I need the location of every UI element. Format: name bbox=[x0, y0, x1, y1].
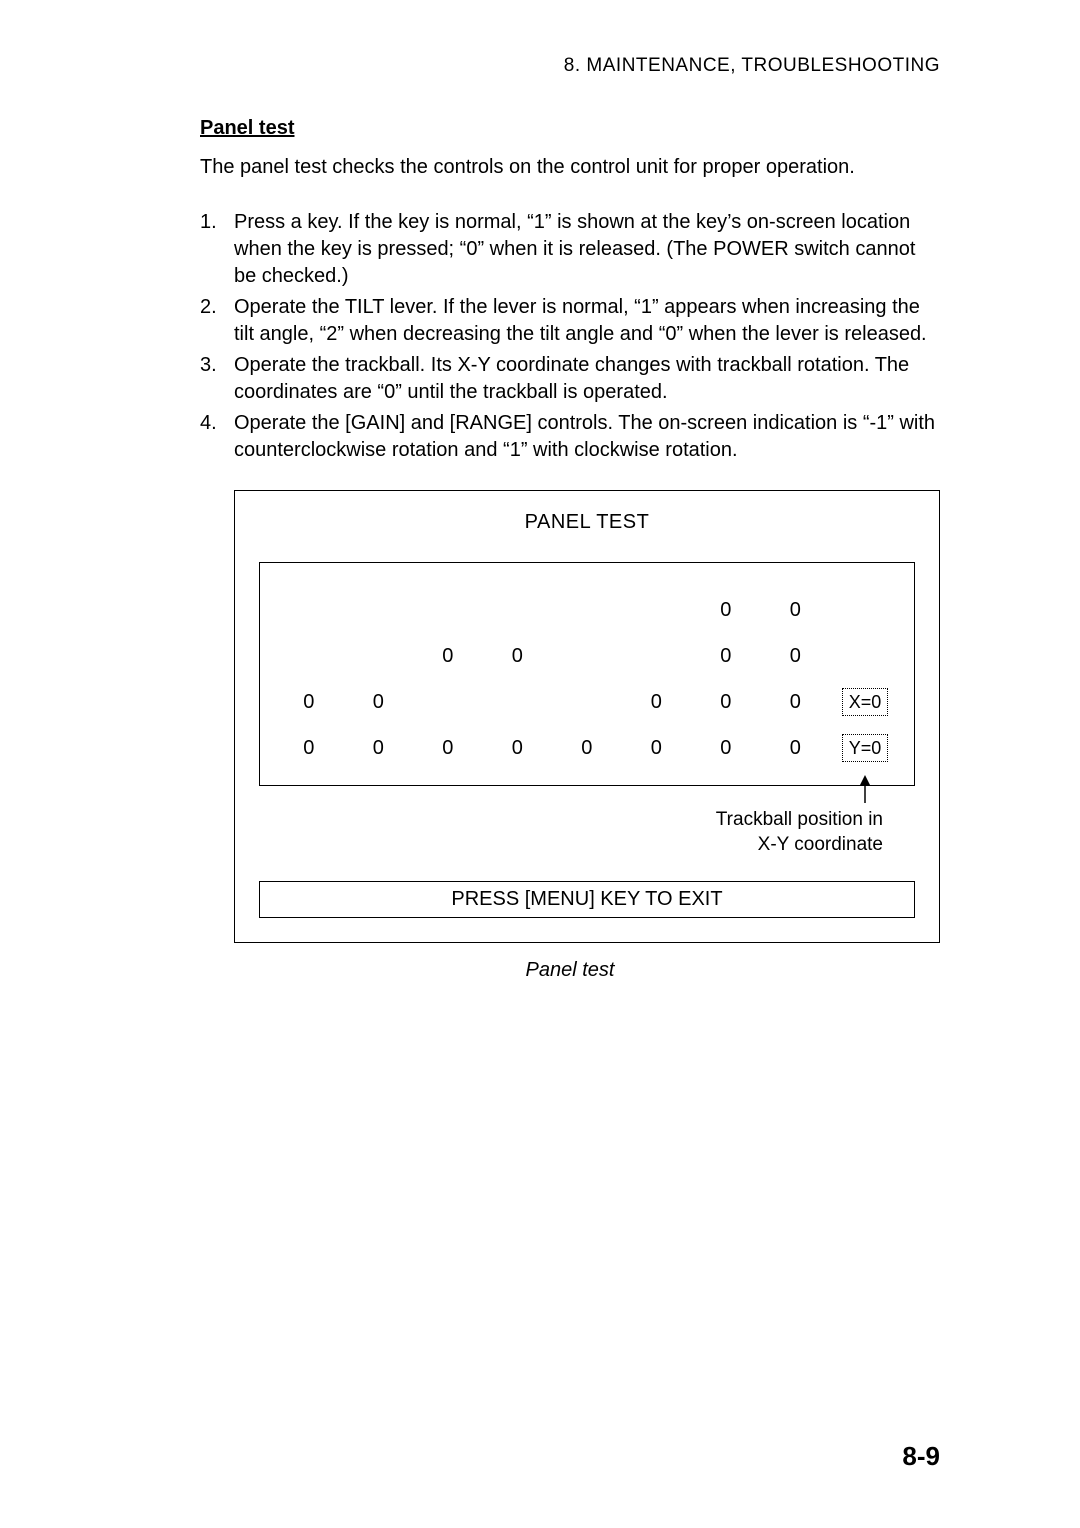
section-title: Panel test bbox=[200, 117, 940, 140]
grid-cell: 0 bbox=[622, 737, 692, 760]
grid-cell: 0 bbox=[622, 691, 692, 714]
grid-cell: 0 bbox=[274, 691, 344, 714]
intro-text: The panel test checks the controls on th… bbox=[200, 154, 940, 181]
grid-cell: 0 bbox=[691, 737, 761, 760]
list-item: 2. Operate the TILT lever. If the lever … bbox=[200, 294, 940, 348]
panel-test-box: PANEL TEST 0 0 0 0 0 0 bbox=[234, 490, 940, 943]
grid-cell: 0 bbox=[691, 645, 761, 668]
list-item: 1. Press a key. If the key is normal, “1… bbox=[200, 209, 940, 290]
grid-row: 0 0 0 0 0 0 0 0 Y=0 bbox=[274, 725, 900, 771]
page-number: 8-9 bbox=[902, 1441, 940, 1472]
xy-x-cell: X=0 bbox=[830, 691, 900, 714]
grid-row: 0 0 0 0 bbox=[274, 633, 900, 679]
grid-cell: 0 bbox=[344, 691, 414, 714]
grid-cell: 0 bbox=[761, 599, 831, 622]
numbered-list: 1. Press a key. If the key is normal, “1… bbox=[200, 209, 940, 464]
list-text: Operate the [GAIN] and [RANGE] controls.… bbox=[234, 410, 940, 464]
figure-caption: Panel test bbox=[200, 959, 940, 982]
list-number: 3. bbox=[200, 352, 234, 406]
trackball-annotation: Trackball position inX-Y coordinate bbox=[259, 808, 915, 857]
grid-cell: 0 bbox=[483, 737, 553, 760]
list-number: 2. bbox=[200, 294, 234, 348]
panel-grid-box: 0 0 0 0 0 0 0 0 0 0 bbox=[259, 562, 915, 786]
panel-title: PANEL TEST bbox=[259, 511, 915, 534]
list-item: 3. Operate the trackball. Its X-Y coordi… bbox=[200, 352, 940, 406]
list-item: 4. Operate the [GAIN] and [RANGE] contro… bbox=[200, 410, 940, 464]
grid-row: 0 0 bbox=[274, 587, 900, 633]
arrow-icon bbox=[858, 775, 872, 803]
grid-cell: 0 bbox=[761, 645, 831, 668]
grid-cell: 0 bbox=[761, 691, 831, 714]
grid-cell: 0 bbox=[274, 737, 344, 760]
xy-y-cell: Y=0 bbox=[830, 737, 900, 760]
list-number: 4. bbox=[200, 410, 234, 464]
grid-cell: 0 bbox=[413, 737, 483, 760]
grid-cell: 0 bbox=[483, 645, 553, 668]
grid-cell: 0 bbox=[691, 599, 761, 622]
list-text: Operate the TILT lever. If the lever is … bbox=[234, 294, 940, 348]
chapter-header: 8. MAINTENANCE, TROUBLESHOOTING bbox=[200, 55, 940, 77]
grid-cell: 0 bbox=[552, 737, 622, 760]
grid-cell: 0 bbox=[344, 737, 414, 760]
exit-instruction: PRESS [MENU] KEY TO EXIT bbox=[259, 881, 915, 918]
grid-cell: 0 bbox=[413, 645, 483, 668]
grid-cell: 0 bbox=[761, 737, 831, 760]
list-text: Operate the trackball. Its X-Y coordinat… bbox=[234, 352, 940, 406]
grid-cell: 0 bbox=[691, 691, 761, 714]
list-number: 1. bbox=[200, 209, 234, 290]
list-text: Press a key. If the key is normal, “1” i… bbox=[234, 209, 940, 290]
grid-row: 0 0 0 0 0 X=0 bbox=[274, 679, 900, 725]
